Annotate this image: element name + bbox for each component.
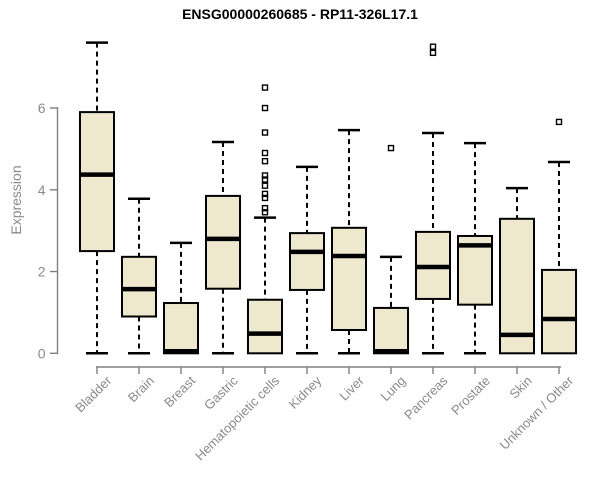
y-tick-label-0: 0 [38, 345, 46, 361]
outlier-hematopoietic-cells [261, 84, 269, 91]
outlier-hematopoietic-cells [261, 157, 269, 165]
box-hematopoietic-cells [247, 298, 283, 355]
outlier-hematopoietic-cells [261, 129, 269, 136]
y-tick-label-6: 6 [38, 100, 46, 116]
box-breast [163, 302, 199, 355]
box-bladder [79, 111, 115, 253]
box-liver [331, 226, 367, 331]
outlier-hematopoietic-cells [261, 194, 269, 202]
outlier-hematopoietic-cells [261, 209, 269, 216]
outlier-pancreas [429, 49, 437, 57]
box-gastric [205, 194, 241, 290]
outlier-hematopoietic-cells [261, 176, 269, 183]
outlier-hematopoietic-cells [261, 172, 269, 179]
outlier-lung [387, 144, 395, 152]
box-kidney [289, 232, 325, 291]
y-tick-label-2: 2 [38, 264, 46, 280]
outlier-hematopoietic-cells [261, 204, 269, 212]
chart-title: ENSG00000260685 - RP11-326L17.1 [182, 6, 418, 22]
outlier-pancreas [429, 43, 437, 50]
box-skin [499, 217, 535, 355]
box-lung [373, 306, 409, 355]
box-unknown-other [541, 268, 577, 355]
outlier-hematopoietic-cells [261, 149, 269, 157]
box-brain [121, 255, 157, 318]
y-tick-label-4: 4 [38, 182, 46, 198]
outlier-hematopoietic-cells [261, 104, 269, 112]
outlier-hematopoietic-cells [261, 182, 269, 189]
outlier-unknown-other [555, 118, 563, 126]
outlier-hematopoietic-cells [261, 190, 269, 198]
